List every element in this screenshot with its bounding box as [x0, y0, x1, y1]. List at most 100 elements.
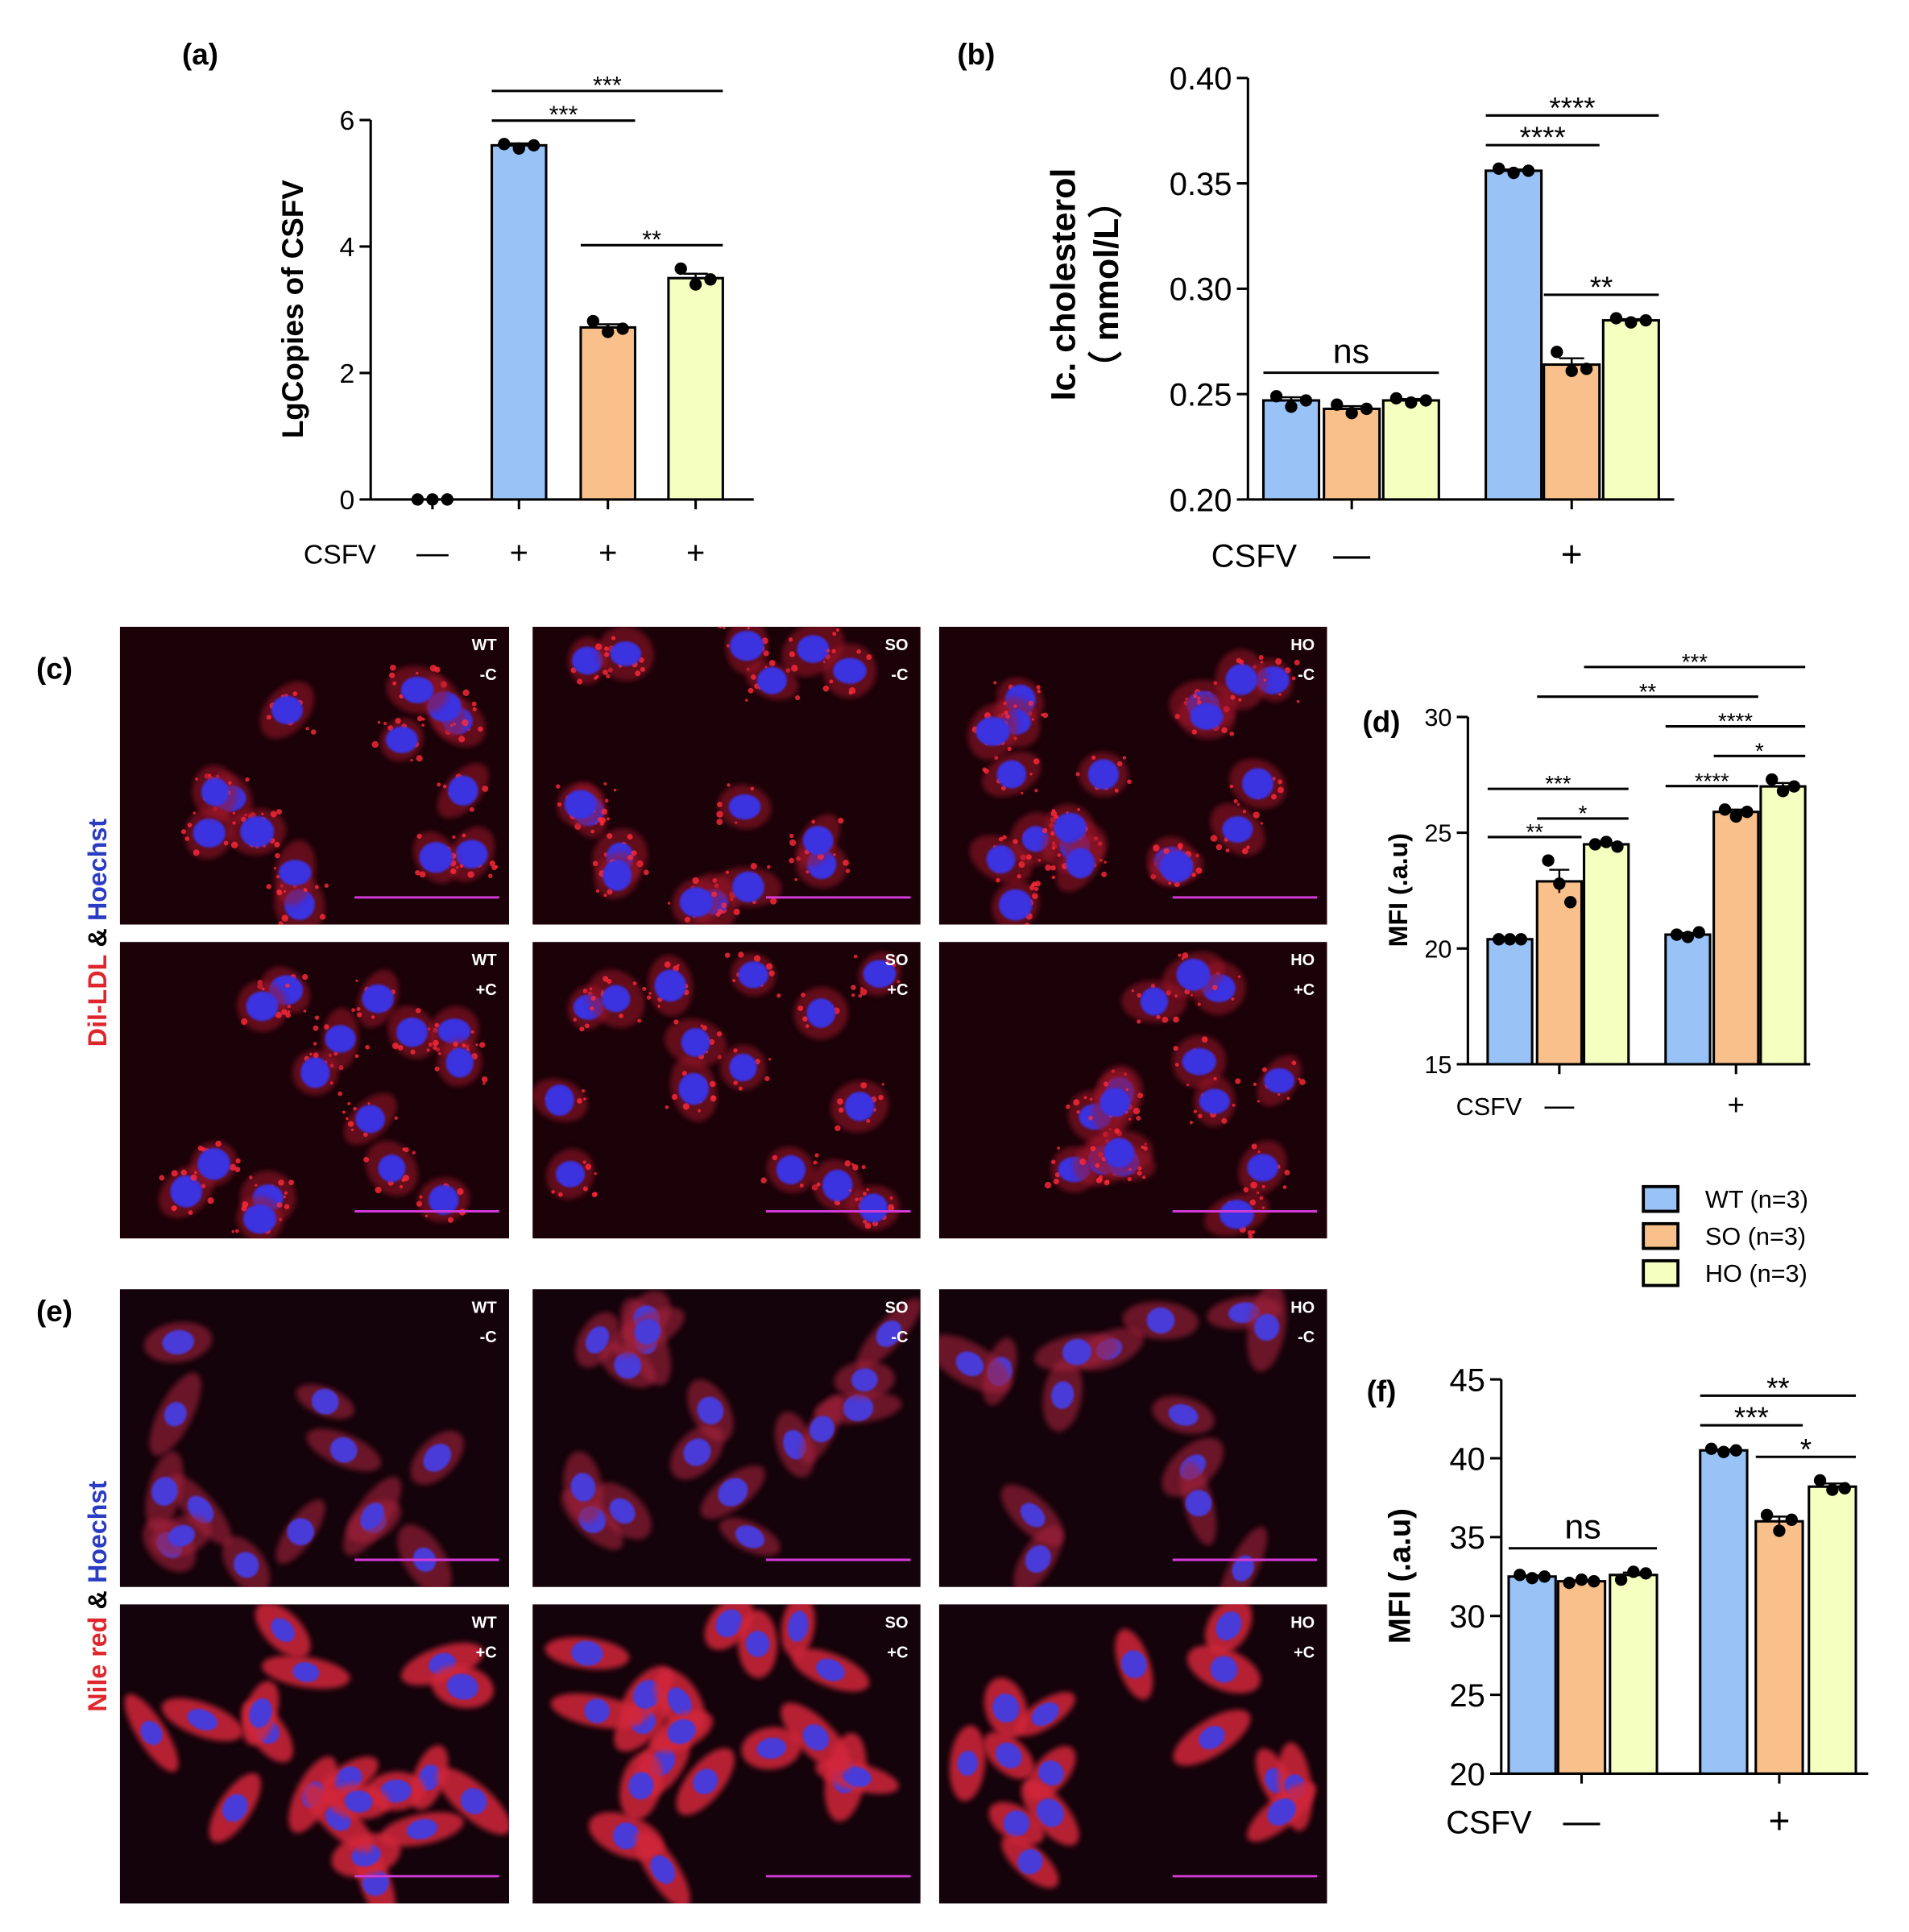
lipid-speck	[304, 889, 308, 893]
stain-part: Dil-LDL	[83, 955, 112, 1047]
lipid-speck	[1173, 1046, 1178, 1051]
nucleus	[279, 860, 312, 886]
lipid-speck	[764, 665, 768, 669]
micrograph: HO -C	[938, 1289, 1327, 1587]
lipid-speck	[337, 1091, 342, 1097]
lipid-speck	[607, 833, 613, 840]
lipid-speck	[447, 1217, 453, 1223]
lipid-speck	[392, 681, 397, 686]
lipid-speck	[603, 782, 607, 786]
data-point	[1538, 1570, 1551, 1583]
data-point	[1575, 1573, 1588, 1586]
lipid-speck	[1051, 875, 1056, 880]
data-point	[1285, 400, 1298, 413]
lipid-speck	[416, 755, 423, 762]
lipid-speck	[881, 1083, 884, 1086]
data-point	[426, 493, 439, 506]
y-tick-label: 20	[1449, 1757, 1485, 1793]
nucleus	[728, 794, 761, 820]
data-point	[512, 142, 525, 155]
lipid-speck	[1091, 755, 1096, 761]
lipid-speck	[595, 889, 600, 893]
significance-label: ns	[1333, 332, 1369, 371]
lipid-speck	[717, 626, 723, 628]
nucleus	[683, 1438, 711, 1466]
significance-label: ****	[1549, 91, 1595, 124]
lipid-speck	[1201, 1036, 1208, 1043]
lipid-speck	[853, 954, 858, 959]
data-point	[1639, 1567, 1652, 1580]
legend-swatch	[1642, 1258, 1680, 1287]
nucleus	[1199, 1088, 1230, 1114]
nucleus	[1062, 1338, 1091, 1366]
nucleus	[344, 1790, 373, 1813]
y-tick-label: 25	[1424, 820, 1451, 848]
bar	[1609, 1573, 1658, 1775]
lipid-speck	[1231, 997, 1235, 1001]
panel-label: (a)	[182, 38, 218, 71]
lipid-speck	[1050, 864, 1056, 871]
nucleus	[162, 1329, 194, 1355]
legend-label: SO (n=3)	[1705, 1223, 1806, 1250]
nucleus	[776, 1155, 806, 1185]
lipid-speck	[1034, 881, 1041, 887]
image-label: +C	[476, 1644, 497, 1661]
lipid-speck	[594, 1172, 597, 1175]
data-point	[1514, 1569, 1526, 1582]
nucleus	[1225, 664, 1257, 695]
bar	[1485, 169, 1543, 501]
lipid-speck	[469, 806, 474, 812]
stain-part: Nile red	[83, 1617, 112, 1712]
lipid-speck	[814, 1153, 819, 1158]
nucleus	[697, 1396, 724, 1424]
lipid-speck	[241, 816, 246, 823]
nucleus	[745, 1631, 770, 1657]
lipid-speck	[716, 811, 723, 819]
lipid-speck	[556, 784, 561, 789]
lipid-speck	[442, 784, 447, 789]
nucleus	[243, 1204, 277, 1234]
micrograph: SO +C	[532, 942, 921, 1239]
lipid-speck	[1243, 1187, 1249, 1193]
lipid-speck	[606, 674, 611, 679]
nucleus	[460, 1788, 487, 1814]
y-axis-label: Ic. cholesterol	[1045, 168, 1083, 401]
data-point	[1639, 313, 1652, 327]
lipid-speck	[604, 798, 609, 803]
nucleus	[802, 826, 834, 856]
lipid-speck	[753, 955, 761, 963]
lipid-speck	[1251, 1143, 1257, 1150]
nucleus	[233, 1552, 259, 1578]
nucleus	[193, 818, 226, 848]
lipid-speck	[1079, 1158, 1087, 1165]
x-tick-label: +	[1727, 1088, 1745, 1121]
lipid-speck	[362, 1132, 368, 1138]
lipid-speck	[273, 866, 277, 870]
nucleus	[585, 1326, 610, 1354]
lipid-speck	[171, 1170, 178, 1177]
micrograph: HO -C	[938, 626, 1327, 925]
lipid-speck	[1114, 1128, 1120, 1134]
data-point	[1681, 931, 1695, 943]
lipid-speck	[664, 961, 671, 968]
lipid-speck	[716, 819, 723, 825]
data-point	[1588, 1574, 1600, 1588]
data-point	[1565, 364, 1578, 378]
bar	[1664, 933, 1712, 1066]
image-label: SO	[885, 1614, 909, 1631]
lipid-speck	[738, 951, 744, 958]
lipid-speck	[1104, 860, 1107, 864]
nucleus	[329, 1437, 358, 1463]
lipid-speck	[324, 883, 329, 888]
lipid-speck	[1258, 654, 1264, 661]
lipid-speck	[194, 1171, 197, 1175]
lipid-speck	[1050, 831, 1055, 836]
lipid-speck	[717, 802, 723, 807]
lipid-speck	[1052, 847, 1055, 850]
nucleus	[311, 1388, 339, 1415]
lipid-speck	[831, 649, 836, 653]
lipid-speck	[1042, 712, 1049, 719]
data-point	[1717, 1445, 1730, 1458]
nucleus	[628, 1772, 654, 1800]
lipid-speck	[726, 644, 730, 648]
